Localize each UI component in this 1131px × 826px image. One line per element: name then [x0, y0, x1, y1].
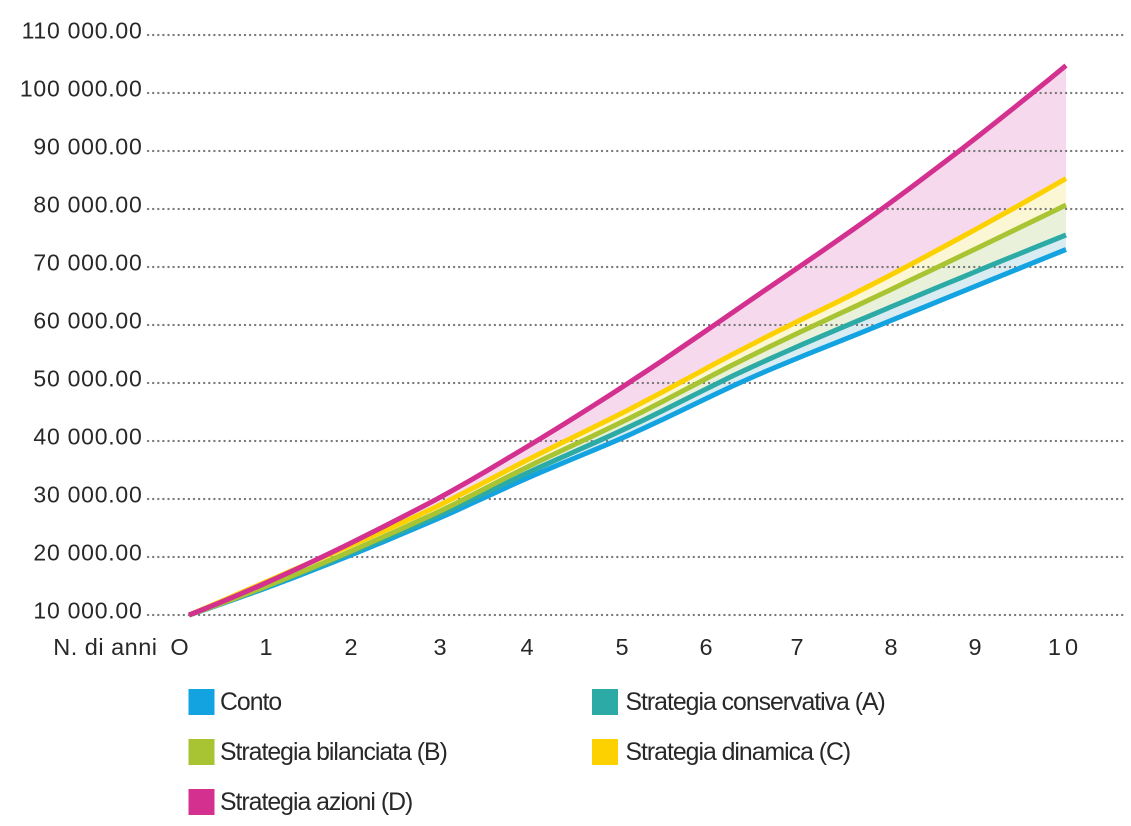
svg-text:20 000.00: 20 000.00 — [33, 540, 142, 566]
svg-text:Conto: Conto — [220, 689, 281, 716]
svg-text:30 000.00: 30 000.00 — [33, 482, 142, 508]
svg-text:Strategia conservativa (A): Strategia conservativa (A) — [626, 689, 885, 716]
svg-text:10: 10 — [1048, 634, 1082, 660]
svg-text:Strategia azioni (D): Strategia azioni (D) — [220, 789, 412, 816]
svg-text:5: 5 — [615, 634, 628, 660]
svg-text:4: 4 — [520, 634, 533, 660]
svg-text:80 000.00: 80 000.00 — [33, 192, 142, 218]
svg-text:50 000.00: 50 000.00 — [33, 366, 142, 392]
svg-text:N. di anni: N. di anni — [53, 634, 157, 660]
svg-text:110 000.00: 110 000.00 — [22, 18, 143, 44]
svg-text:40 000.00: 40 000.00 — [33, 424, 142, 450]
svg-text:2: 2 — [344, 634, 357, 660]
svg-text:60 000.00: 60 000.00 — [33, 308, 142, 334]
svg-text:1: 1 — [259, 634, 272, 660]
svg-text:6: 6 — [699, 634, 712, 660]
svg-text:100 000.00: 100 000.00 — [20, 76, 143, 102]
svg-text:3: 3 — [433, 634, 446, 660]
svg-text:Strategia dinamica (C): Strategia dinamica (C) — [626, 739, 851, 766]
svg-text:10 000.00: 10 000.00 — [33, 598, 142, 624]
svg-text:8: 8 — [884, 634, 897, 660]
svg-text:9: 9 — [968, 634, 981, 660]
svg-text:Strategia bilanciata (B): Strategia bilanciata (B) — [220, 739, 447, 766]
svg-text:O: O — [170, 634, 188, 660]
svg-text:90 000.00: 90 000.00 — [33, 134, 142, 160]
svg-text:70 000.00: 70 000.00 — [33, 250, 142, 276]
svg-text:7: 7 — [790, 634, 803, 660]
